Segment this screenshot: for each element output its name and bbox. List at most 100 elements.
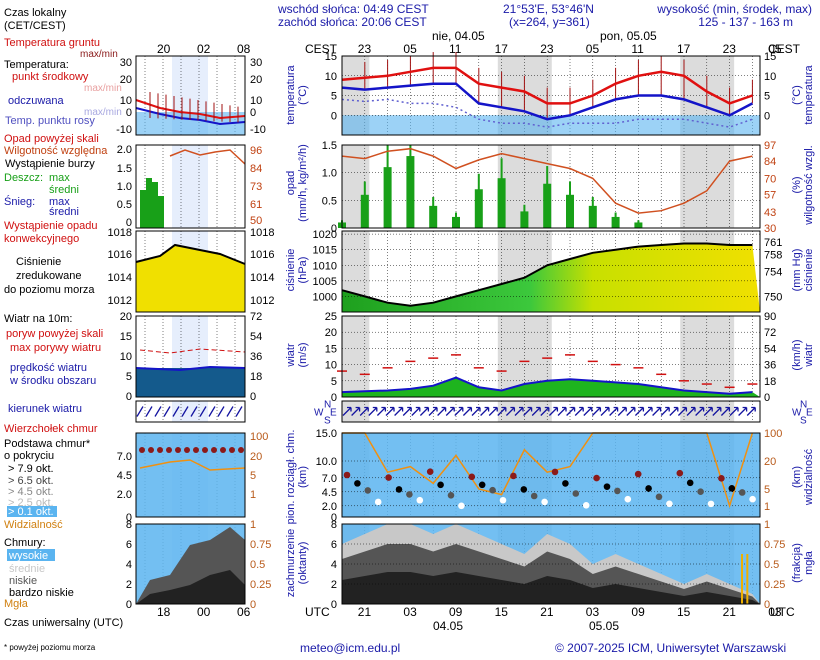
compass-w-right: W: [792, 408, 802, 419]
press-label-right: ciśnienie: [803, 249, 815, 292]
wind-unit-left: (m/s): [297, 342, 309, 367]
compass-e-left: E: [330, 408, 337, 419]
mini-wind-dir-arrow-8: [208, 406, 216, 417]
mini-panel-border-6: [135, 523, 246, 605]
legend-okt1: > 7.9 okt.: [8, 463, 54, 475]
compass-n-left: N: [324, 400, 331, 411]
wind-dir-arrow-14: [462, 406, 473, 416]
legend-cloud-base2: o pokryciu: [4, 450, 54, 462]
wind-dir-arrow-28: [583, 406, 593, 416]
wind-dir-arrow-15: [471, 406, 481, 416]
cloud-base-dot-1: [354, 480, 361, 487]
precip-max-12: [614, 212, 617, 228]
mini-cb-dot-11: [238, 447, 244, 453]
day1-top: nie, 04.05: [432, 29, 485, 43]
compass-e-right: E: [806, 408, 813, 419]
cloud-base-dot-14: [489, 486, 496, 494]
cloud-base-dot-26: [614, 487, 621, 495]
wind-dir-arrow-19: [505, 406, 516, 416]
mini-wind-dir-arrow-1: [145, 406, 153, 417]
top-hour-1: 05: [403, 42, 417, 56]
mini-cl-tick-r-0: 1: [250, 519, 256, 531]
mini-cl-tick-r-3: 0.25: [250, 579, 271, 591]
cloud-base-dot-16: [510, 472, 517, 480]
wind-dir-arrow-35: [643, 406, 653, 416]
precip-max-9: [546, 166, 549, 228]
mini-wind-tick-r-2: 36: [250, 351, 262, 363]
cloud-base-dot-22: [572, 490, 580, 497]
main-panel-border-4: [341, 400, 761, 423]
bottom-hour-0: 21: [358, 605, 372, 619]
mini-precip-tick-0: 2.0: [117, 144, 132, 156]
main-panel-border-1: [341, 144, 761, 229]
press-unit: (hPa): [297, 257, 309, 284]
utc-label-left: UTC: [305, 605, 330, 619]
precip-tick-1: 1.0: [322, 168, 337, 180]
mini-wind-dir-arrow-5: [181, 406, 189, 417]
legend-local-time: Czas lokalny: [4, 7, 67, 19]
wind-tick-l-5: 0: [331, 392, 337, 404]
cloud-base-dot-36: [718, 475, 725, 482]
legend-humidity: Wilgotność względna: [4, 145, 108, 157]
humid-unit: (%): [791, 176, 803, 193]
bottom-hour-3: 15: [495, 605, 509, 619]
legend-snow-mean: średni: [49, 206, 79, 218]
mini-press-tick-l-0: 1018: [108, 227, 132, 239]
mini-press-tick-l-1: 1016: [108, 249, 132, 261]
temp-tick-l-1: 10: [325, 71, 337, 83]
wind-dir-arrow-38: [669, 406, 679, 416]
wind-tick-r-3: 36: [764, 360, 776, 372]
top-hour-9: 05: [768, 42, 782, 56]
mini-humid-tick-4: 50: [250, 215, 262, 227]
press-unit-right: (mm Hg): [791, 249, 803, 292]
mini-press-tick-l-2: 1014: [108, 272, 132, 284]
mini-wind-dir-arrow-7: [199, 406, 207, 417]
mini-cb-tick-l-0: 7.0: [117, 451, 132, 463]
mini-panel-border-5: [135, 432, 246, 518]
wind-dir-arrow-42: [703, 406, 713, 416]
top-hour-8: 23: [723, 42, 737, 56]
bottom-hour-8: 21: [723, 605, 737, 619]
cloud-base-dot-35: [707, 500, 715, 508]
mini-visibility-line: [139, 459, 246, 471]
press-tick-l-2: 1010: [313, 260, 337, 272]
top-hour-5: 05: [586, 42, 600, 56]
wind-tick-l-1: 20: [325, 327, 337, 339]
cloud-base-dot-11: [458, 502, 465, 510]
wind-area: [342, 377, 760, 397]
wind-dir-arrow-5: [385, 406, 395, 416]
mini-cl-tick-r-1: 0.75: [250, 539, 271, 551]
legend-cloud-top: Wierzchołek chmur: [4, 423, 98, 435]
precip-max-13: [637, 220, 640, 228]
cloud-base-dot-23: [582, 501, 590, 509]
cloud-base-dot-25: [603, 483, 611, 490]
wind-dir-arrow-2: [359, 406, 369, 416]
cloud-base-dot-32: [676, 469, 684, 477]
cloud-base-dot-31: [666, 500, 673, 508]
wind-dir-arrow-32: [617, 406, 627, 416]
mini-panel-border-2: [135, 230, 246, 313]
cb-tick-5: 0: [331, 512, 337, 524]
cb-label1: pion. rozciągł. chm.: [285, 430, 297, 525]
mini-temp-tick-l-4: 0: [126, 107, 132, 119]
cloud-base-dot-0: [343, 471, 351, 479]
mini-cb-tick-l-3: 0: [126, 512, 132, 524]
night-band-3-0: [342, 316, 370, 397]
wind-dir-arrow-25: [557, 406, 567, 416]
vis-tick-3: 1: [764, 501, 770, 513]
mini-cb-dot-10: [229, 447, 235, 453]
wind-unit-right: (km/h): [791, 339, 803, 370]
wind-dir-arrow-16: [480, 406, 490, 416]
fog-unit: (frakcja): [791, 543, 803, 583]
cloud-base-dot-30: [655, 493, 663, 501]
bottom-hour-5: 03: [586, 605, 600, 619]
precip-tick-3: 0: [331, 223, 337, 235]
legend-okt2: > 6.5 okt.: [8, 475, 54, 487]
mini-precip-bar-1: [146, 178, 152, 228]
night-band-1-2: [680, 145, 735, 228]
wind-dir-arrow-10: [428, 406, 438, 416]
mini-precip-tick-1: 1.5: [117, 163, 132, 175]
press-tick-r-2: 754: [764, 267, 782, 279]
mini-cb-sky: [136, 433, 245, 517]
bottom-hour-6: 09: [631, 605, 645, 619]
